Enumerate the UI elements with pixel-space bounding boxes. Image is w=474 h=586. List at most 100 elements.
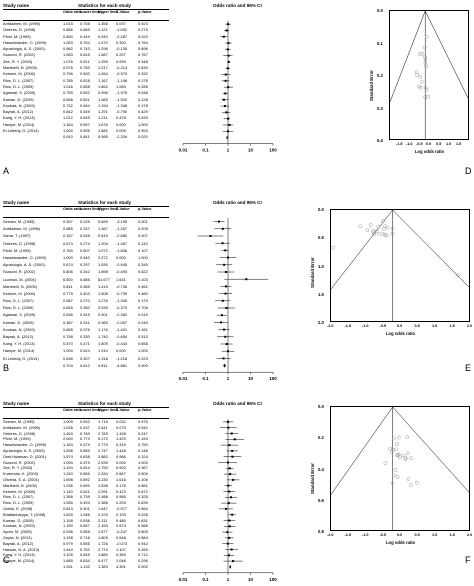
table-row: Antikainen, M. (1996) 1.038 0.437 2.441 0.07… [3, 425, 169, 431]
cell-odds-ratio: 0.813 [63, 505, 73, 511]
forest-tick-label: 10 [248, 577, 254, 582]
effect-marker [227, 554, 230, 557]
table-row: Hasselwander, O. (1999) 1.000 0.440 2.272 0.… [3, 254, 169, 261]
cell-study-name: Serrato, M. (1995) [3, 219, 35, 224]
table-row: Pfohl, M. (1999) 0.760 0.507 1.072 -1.606 0.1… [3, 247, 169, 254]
subheader-lower-limit: Lower limit [80, 207, 101, 211]
subheader-upper-limit: Upper limit [98, 10, 118, 14]
header-study-name: Study name [3, 200, 30, 205]
cell-study-name: Ozkök, E. (2008) [3, 505, 33, 511]
cell-p-value: 0.022 [138, 33, 148, 39]
cell-z-value: 1.107 [116, 546, 126, 552]
cell-upper-limit: 1.211 [98, 115, 108, 121]
cell-odds-ratio: 1.158 [63, 517, 73, 523]
cell-upper-limit: 2.223 [98, 511, 108, 517]
study-point [409, 456, 413, 461]
cell-lower-limit: 0.657 [80, 523, 90, 529]
cell-z-value: -0.375 [116, 305, 128, 311]
study-point [418, 74, 423, 79]
funnel-left-line [331, 407, 393, 495]
cell-odds-ratio: 0.636 [63, 355, 73, 361]
effect-marker [224, 292, 227, 295]
funnel-plot [330, 406, 470, 531]
cell-z-value: 0.423 [116, 488, 126, 494]
cell-z-value: 0.574 [116, 523, 126, 529]
cell-study-name: Kang, Y. H. (2013) [3, 552, 35, 558]
cell-upper-limit: 1.415 [98, 283, 108, 289]
cell-upper-limit: 2.091 [98, 488, 108, 494]
effect-marker [224, 73, 227, 76]
study-point [405, 451, 410, 456]
cell-p-value: 0.178 [138, 77, 148, 83]
effect-marker [231, 513, 234, 516]
cell-odds-ratio: 0.982 [63, 46, 73, 52]
cell-p-value: 0.923 [138, 21, 148, 26]
cell-study-name: Kaman, D. (2009) [3, 517, 34, 523]
cell-p-value: 0.142 [138, 240, 148, 246]
effect-marker [225, 343, 228, 345]
effect-marker [224, 249, 227, 252]
study-point [376, 224, 381, 229]
table-row: Kaman, D. (2009) 0.658 0.501 1.083 -1.520 0.1… [3, 97, 169, 103]
cell-p-value: 0.048 [138, 90, 148, 96]
cell-upper-limit: 1.898 [98, 269, 108, 275]
funnel-y-tick: 0.0 [318, 207, 324, 212]
cell-p-value: 0.750 [138, 442, 148, 448]
funnel-x-tick: 1.0 [432, 324, 438, 328]
cell-lower-limit: 0.350 [80, 305, 90, 311]
table-row: Kerkeni, M. (2006) 0.779 0.403 1.508 -0.739 0… [3, 290, 169, 297]
cell-p-value: 0.028 [138, 511, 148, 517]
table-row: Ombres, D. (1998) 0.574 0.274 1.204 -1.467 0.… [3, 240, 169, 247]
header-study-name: Study name [3, 401, 30, 406]
cell-study-name: Pfohl, M. (1999) [3, 247, 31, 253]
cell-p-value: 0.940 [138, 424, 148, 430]
funnel-x-tick: -2.0 [327, 533, 334, 537]
cell-odds-ratio: 1.009 [63, 419, 73, 424]
study-point [409, 483, 413, 487]
effect-marker [209, 235, 212, 237]
cell-upper-limit: 61.677 [98, 276, 110, 282]
cell-lower-limit: 0.636 [80, 517, 90, 523]
study-point [417, 84, 421, 89]
funnel-y-tick: 1.5 [318, 291, 324, 297]
header-rule [3, 418, 169, 419]
funnel-x-tick: -2.0 [327, 324, 334, 328]
table-row: Serrato, M. (1995) 0.397 0.225 0.699 -3.195 0… [3, 218, 169, 225]
cell-z-value: -0.577 [116, 505, 128, 511]
cell-p-value: 0.269 [138, 546, 148, 552]
funnel-x-tick: -1.5 [344, 324, 352, 328]
table-row: Scacchi, R. (2002) 0.806 0.342 1.898 -0.493 0… [3, 268, 169, 275]
table-row: Martinelli, N. (2005) 0.976 0.783 1.217 -0.2… [3, 65, 169, 71]
cell-upper-limit: 4.477 [98, 558, 108, 564]
cell-odds-ratio: 0.979 [63, 540, 73, 546]
table-row: El-Lebedy, D. (2014) 0.636 0.307 1.318 -1.21… [3, 355, 169, 362]
cell-z-value: 0.480 [116, 517, 126, 523]
cell-study-name: Hasselwander, O. (1999) [3, 39, 47, 45]
cell-z-value: 0.478 [116, 115, 126, 121]
table-row: Kuremoto, K. (2003) 1.240 0.659 2.334 0.667 0… [3, 471, 169, 477]
effect-marker [222, 98, 225, 101]
subheader-upper-limit: Upper limit [98, 408, 118, 412]
cell-z-value: 0.203 [116, 500, 126, 506]
effect-marker [217, 220, 220, 223]
cell-odds-ratio: 0.167 [63, 233, 73, 239]
funnel-x-tick: 1.0 [432, 533, 438, 537]
cell-lower-limit: 0.716 [80, 534, 90, 540]
forest-tick-label: 100 [269, 148, 277, 153]
subheader-odds-ratio: Odds ratio [63, 10, 82, 14]
table-row: Hasselwander, O. (1999) 1.053 0.754 1.470 0.… [3, 40, 169, 46]
study-point [405, 435, 410, 439]
cell-p-value: 0.148 [138, 447, 148, 453]
cell-z-value: -1.198 [116, 77, 128, 83]
cell-p-value: 1.000 [138, 348, 148, 354]
effect-marker [228, 519, 231, 522]
effect-marker [227, 461, 229, 464]
table-row: 0.910 0.841 0.985 -2.334 0.020 [3, 134, 169, 140]
cell-z-value: 2.193 [116, 511, 126, 517]
cell-study-name: Rios, D. L. (2007) [3, 298, 34, 304]
cell-odds-ratio: 0.487 [63, 319, 73, 325]
effect-marker [227, 86, 230, 89]
study-point [423, 57, 428, 62]
study-point [426, 94, 431, 99]
cell-z-value: 1.158 [116, 430, 126, 436]
